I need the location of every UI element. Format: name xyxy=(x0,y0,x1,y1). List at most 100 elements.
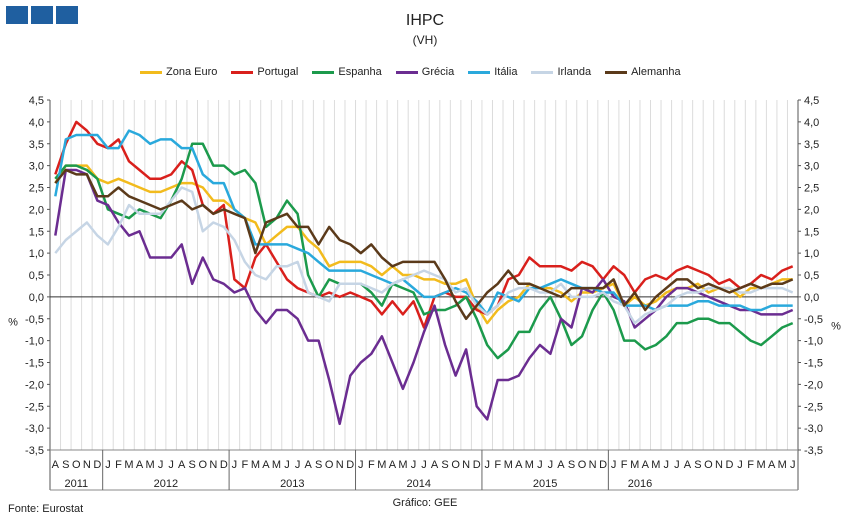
legend-item: Zona Euro xyxy=(140,66,217,78)
month-label: O xyxy=(578,459,587,471)
month-label: A xyxy=(178,459,186,471)
month-label: M xyxy=(251,459,260,471)
y-tick-label: 1,5 xyxy=(804,226,819,238)
y-tick-label: 4,0 xyxy=(804,117,819,129)
legend-swatch xyxy=(531,70,554,74)
y-tick-label: 3,5 xyxy=(29,139,44,151)
month-label: J xyxy=(548,459,554,471)
year-label: 2012 xyxy=(154,478,178,490)
month-label: D xyxy=(220,459,228,471)
series-line xyxy=(54,129,793,316)
month-label: N xyxy=(83,459,91,471)
y-tick-label: -3,0 xyxy=(25,423,44,435)
y-tick-label: 4,0 xyxy=(29,117,44,129)
logo xyxy=(6,6,78,24)
month-label: D xyxy=(346,459,354,471)
legend-swatch xyxy=(468,70,491,74)
legend-label: Irlanda xyxy=(557,66,592,78)
series-line xyxy=(54,168,794,321)
month-label: M xyxy=(124,459,133,471)
y-tick-label: 0,0 xyxy=(804,292,819,304)
legend-item: Itália xyxy=(468,66,517,78)
month-label: M xyxy=(504,459,513,471)
series-line xyxy=(54,142,794,360)
legend-item: Alemanha xyxy=(605,66,681,78)
legend-item: Espanha xyxy=(312,66,382,78)
month-label: J xyxy=(484,459,490,471)
month-label: A xyxy=(768,459,776,471)
legend-swatch xyxy=(312,70,335,74)
y-tick-label: -1,0 xyxy=(804,336,823,348)
month-label: D xyxy=(473,459,481,471)
month-label: J xyxy=(421,459,427,471)
month-label: J xyxy=(232,459,238,471)
legend-label: Portugal xyxy=(257,66,299,78)
month-label: J xyxy=(105,459,111,471)
y-tick-label: -3,5 xyxy=(25,445,44,457)
month-label: J xyxy=(295,459,301,471)
month-label: M xyxy=(757,459,766,471)
y-tick-label: 2,5 xyxy=(804,183,819,195)
month-label: S xyxy=(568,459,575,471)
month-label: A xyxy=(304,459,312,471)
month-label: M xyxy=(377,459,386,471)
y-tick-label: -2,5 xyxy=(804,401,823,413)
year-label: 2015 xyxy=(533,478,557,490)
month-label: F xyxy=(747,459,754,471)
month-label: J xyxy=(411,459,417,471)
y-tick-label: -0,5 xyxy=(804,314,823,326)
month-label: J xyxy=(674,459,680,471)
month-label: S xyxy=(441,459,448,471)
month-label: O xyxy=(198,459,207,471)
month-label: O xyxy=(704,459,713,471)
month-label: A xyxy=(684,459,692,471)
month-label: F xyxy=(621,459,628,471)
y-tick-label: 4,5 xyxy=(29,95,44,107)
month-label: N xyxy=(715,459,723,471)
legend-swatch xyxy=(231,70,254,74)
month-label: F xyxy=(242,459,249,471)
month-label: A xyxy=(136,459,144,471)
month-label: F xyxy=(494,459,501,471)
month-label: S xyxy=(315,459,322,471)
y-tick-label: 0,0 xyxy=(29,292,44,304)
month-label: A xyxy=(431,459,439,471)
month-label: S xyxy=(694,459,701,471)
year-label: 2013 xyxy=(280,478,304,490)
month-label: M xyxy=(272,459,281,471)
year-label: 2014 xyxy=(406,478,430,490)
month-label: A xyxy=(389,459,397,471)
month-label: J xyxy=(737,459,743,471)
y-tick-label: 2,5 xyxy=(29,183,44,195)
y-tick-label: 3,5 xyxy=(804,139,819,151)
month-label: J xyxy=(358,459,364,471)
month-label: F xyxy=(368,459,375,471)
legend-item: Grécia xyxy=(395,66,454,78)
month-label: J xyxy=(537,459,543,471)
y-tick-label: -2,0 xyxy=(804,379,823,391)
y-tick-label: 2,0 xyxy=(804,204,819,216)
y-tick-label: 2,0 xyxy=(29,204,44,216)
series-line xyxy=(54,186,794,325)
source-note: Fonte: Eurostat xyxy=(8,503,84,515)
y-unit-label: % xyxy=(831,321,841,333)
month-label: D xyxy=(726,459,734,471)
series-line xyxy=(54,168,794,426)
series-line xyxy=(54,120,794,329)
y-tick-label: 3,0 xyxy=(29,161,44,173)
y-tick-label: -1,5 xyxy=(25,358,44,370)
legend-swatch xyxy=(605,70,628,74)
y-tick-label: 1,0 xyxy=(804,248,819,260)
year-label: 2016 xyxy=(628,478,652,490)
month-label: F xyxy=(115,459,122,471)
y-tick-label: -0,5 xyxy=(25,314,44,326)
legend-item: Portugal xyxy=(231,66,298,78)
month-label: J xyxy=(168,459,174,471)
legend: Zona Euro Portugal Espanha Grécia Itália Irla… xyxy=(140,66,681,78)
month-label: M xyxy=(398,459,407,471)
y-tick-label: 0,5 xyxy=(29,270,44,282)
month-label: M xyxy=(630,459,639,471)
month-label: N xyxy=(589,459,597,471)
chart-subtitle: (VH) xyxy=(412,33,438,47)
chart-title: IHPC xyxy=(405,12,445,29)
